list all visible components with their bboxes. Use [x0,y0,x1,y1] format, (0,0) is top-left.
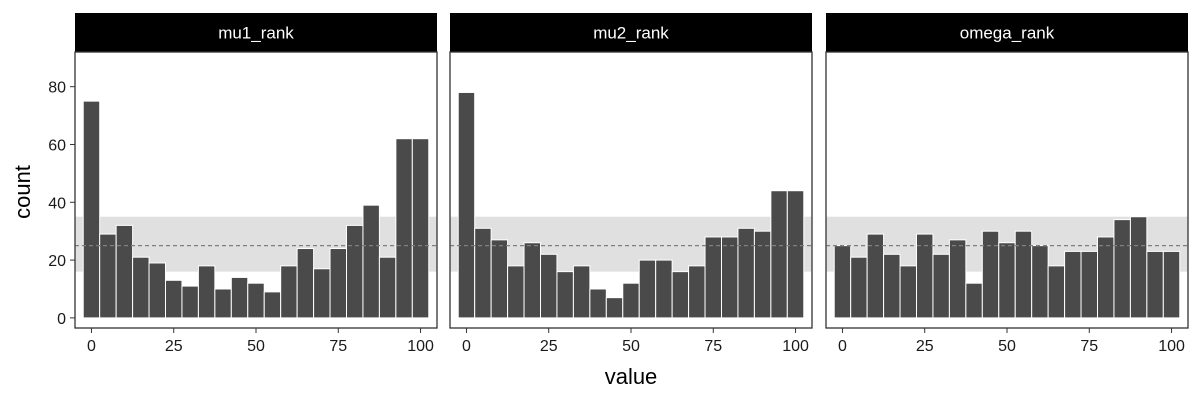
histogram-bar [753,230,772,319]
x-tick-label: 75 [329,338,347,355]
x-tick-label: 25 [916,338,934,355]
y-tick-label: 80 [48,80,66,97]
facet-strip-label: mu1_rank [218,24,294,43]
facet-strip-label: omega_rank [960,24,1055,43]
histogram-bar [671,271,690,319]
facet-panel-omega_rank: omega_rank 0 25 50 75 100 [825,13,1189,355]
histogram-bar [474,227,492,319]
histogram-bar [589,288,607,319]
x-tick-label: 25 [165,338,183,355]
x-tick-label: 25 [540,338,558,355]
facet-strip [826,13,1188,52]
histogram-bar [605,297,624,319]
x-tick-label: 0 [462,338,471,355]
histogram-bar [280,265,298,319]
histogram-bar [932,253,950,319]
histogram-bar [899,265,918,319]
histogram-bar [916,233,934,319]
histogram-bar [704,236,723,319]
facet-strip [450,13,812,52]
histogram-bar [1064,250,1082,319]
histogram-bar [214,288,232,319]
histogram-bar [737,227,755,319]
histogram-bar [329,248,347,319]
histogram-bar [115,224,134,319]
facet-panel-mu2_rank: mu2_rank 0 25 50 75 100 [449,13,813,355]
facet-strip-label: mu2_rank [593,24,669,43]
histogram-bar [1162,250,1181,319]
histogram-bar [998,242,1016,319]
x-tick-label: 100 [407,338,434,355]
histogram-bar [638,259,657,319]
histogram-bar [247,282,265,319]
histogram-bar [148,262,167,319]
histogram-bar [786,190,805,319]
histogram-bar [362,204,380,319]
histogram-bar [721,236,739,319]
y-axis-title: count [10,165,35,219]
x-tick-label: 50 [998,338,1016,355]
histogram-bar [132,256,150,319]
histogram-bar [1047,265,1066,319]
histogram-bar [981,230,1000,319]
histogram-bar [346,224,364,319]
histogram-bar [688,265,706,319]
histogram-bar [883,253,901,319]
x-tick-label: 100 [1158,338,1185,355]
x-tick-label: 0 [87,338,96,355]
y-tick-label: 40 [48,195,66,212]
histogram-bar [411,138,430,319]
histogram-bar [1080,250,1098,319]
histogram-bar [948,239,967,319]
histogram-bar [313,268,331,319]
x-tick-label: 75 [704,338,722,355]
y-tick-label: 60 [48,137,66,154]
histogram-bar [770,190,788,319]
histogram-bar [556,271,574,319]
facet-panels: mu1_rank 0 25 50 75 100 0 20 40 60 80 mu2_rank 0 25 50… [48,13,1189,355]
histogram-bar [230,276,249,319]
x-tick-label: 100 [782,338,809,355]
y-tick-label: 0 [57,311,66,328]
histogram-bar [1113,219,1131,319]
histogram-bar [181,285,199,319]
histogram-bar [1129,216,1148,319]
histogram-bar [965,282,983,319]
histogram-bar [457,91,476,319]
histogram-bar [507,265,525,319]
histogram-bar [1014,230,1033,319]
histogram-bar [165,279,183,319]
histogram-bar [850,256,868,319]
histogram-bar [395,138,413,319]
x-tick-label: 75 [1080,338,1098,355]
histogram-bar [540,253,558,319]
facet-strip [75,13,437,52]
histogram-bar [655,259,673,319]
histogram-bar [523,242,542,319]
histogram-bar [1146,250,1164,319]
histogram-bar [1097,236,1115,319]
histogram-bar [82,100,101,319]
histogram-bar [197,265,216,319]
histogram-bar [378,256,397,319]
histogram-bar [572,265,591,319]
histogram-bar [296,248,315,319]
histogram-bar [99,233,117,319]
y-tick-label: 20 [48,253,66,270]
x-tick-label: 0 [838,338,847,355]
histogram-bar [263,291,282,319]
facet-panel-mu1_rank: mu1_rank 0 25 50 75 100 0 20 40 60 80 [48,13,438,355]
histogram-bar [622,282,640,319]
histogram-bar [866,233,885,319]
histogram-bar [490,239,509,319]
x-tick-label: 50 [622,338,640,355]
x-tick-label: 50 [247,338,265,355]
histogram-bar [833,245,852,319]
x-axis-title: value [605,364,658,389]
histogram-bar [1031,245,1049,319]
